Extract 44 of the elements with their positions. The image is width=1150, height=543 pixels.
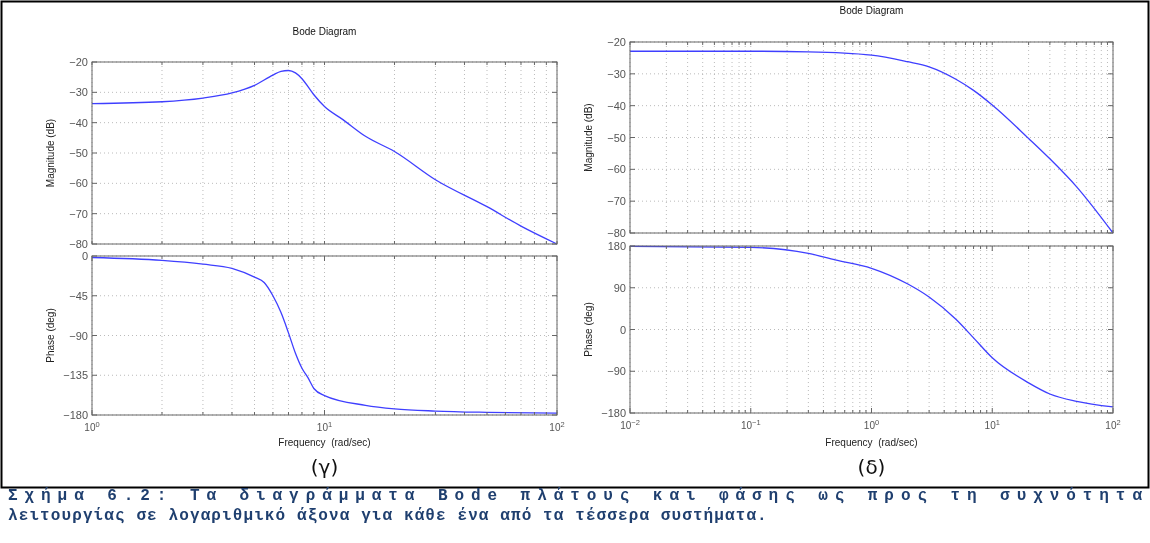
x-tick-label: 10$^{0}$: [863, 417, 880, 431]
y-tick-label: 90: [613, 281, 626, 294]
x-tick-label: 10$^{1}$: [984, 417, 1000, 431]
text: Σχήμα 6.2: Τα διαγράμματα Bode πλάτους και φάσης ως προς τη συχνότητα: [8, 487, 1143, 505]
x-tick-label: 10$^{−2}$: [620, 417, 640, 431]
y-tick-label: −180: [63, 409, 88, 421]
y-tick-label: −70: [607, 195, 626, 208]
y-axis-title: Phase (deg): [583, 302, 594, 357]
y-tick-label: −20: [69, 56, 88, 68]
y-tick-label: −40: [69, 116, 88, 129]
y-tick-label: −90: [607, 365, 626, 378]
text: (δ): [857, 455, 886, 479]
y-axis-title: Magnitude (dB): [583, 103, 594, 172]
y-tick-label: −30: [69, 86, 88, 99]
y-tick-label: −180: [601, 407, 626, 419]
y-tick-label: −90: [69, 329, 88, 342]
y-tick-label: 0: [81, 250, 88, 262]
y-tick-label: −135: [63, 369, 88, 382]
x-tick-label: 10$^{1}$: [316, 419, 333, 433]
text: (γ): [310, 455, 339, 479]
x-tick-label: 10$^{−1}$: [740, 417, 761, 431]
chart-title: Bode Diagram: [292, 26, 357, 37]
y-tick-label: −60: [69, 177, 88, 190]
y-tick-label: −30: [607, 67, 626, 80]
y-tick-label: 0: [619, 323, 626, 336]
x-axis-title: Frequency (rad/sec): [278, 437, 371, 448]
y-tick-label: −60: [607, 163, 626, 176]
y-tick-label: −45: [69, 289, 88, 302]
text: λειτουργίας σε λογαριθμικό άξονα για κάθε ένα από τα τέσσερα συστήματα.: [8, 507, 768, 525]
chart-title: Bode Diagram: [839, 5, 904, 16]
y-tick-label: −50: [69, 147, 88, 159]
y-axis-title: Magnitude (dB): [45, 118, 56, 188]
x-tick-label: 10$^{2}$: [1105, 417, 1121, 431]
y-tick-label: −20: [607, 36, 626, 48]
y-tick-label: −40: [607, 99, 626, 112]
y-tick-label: −80: [69, 238, 88, 250]
x-tick-label: 10$^{2}$: [549, 419, 565, 433]
y-tick-label: −50: [607, 131, 626, 144]
y-tick-label: −80: [607, 227, 626, 239]
x-axis-title: Frequency (rad/sec): [825, 437, 918, 448]
y-tick-label: 180: [607, 240, 626, 252]
x-tick-label: 10$^{0}$: [84, 419, 100, 433]
y-axis-title: Phase (deg): [45, 308, 56, 363]
y-tick-label: −70: [69, 207, 88, 220]
